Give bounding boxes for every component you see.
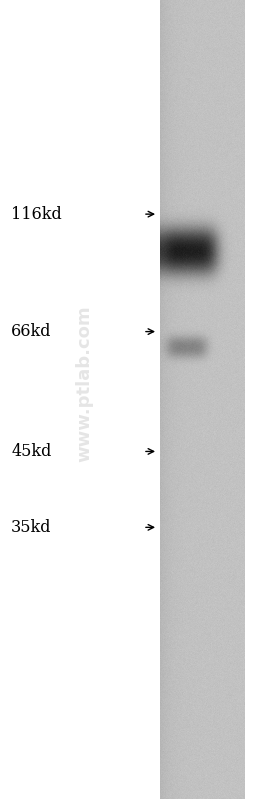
Text: 66kd: 66kd — [11, 323, 52, 340]
Text: 35kd: 35kd — [11, 519, 52, 536]
Text: 116kd: 116kd — [11, 205, 62, 223]
Text: www.ptlab.com: www.ptlab.com — [75, 305, 93, 462]
Text: 45kd: 45kd — [11, 443, 52, 460]
